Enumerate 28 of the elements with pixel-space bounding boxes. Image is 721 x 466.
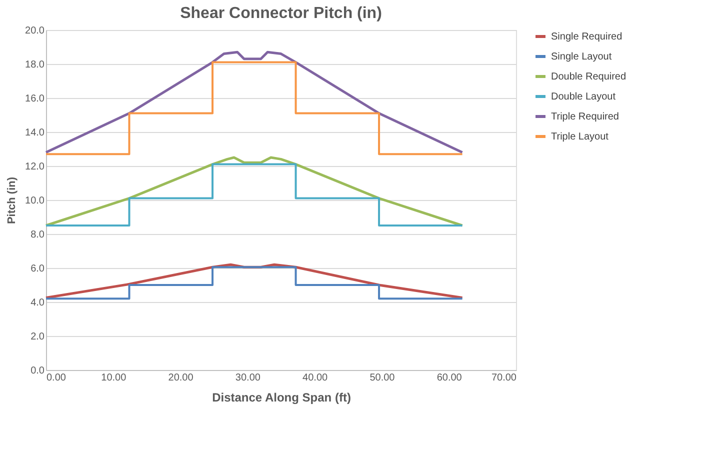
y-tick-label: 0.0 — [30, 366, 45, 376]
y-tick-label: 20.0 — [25, 26, 45, 36]
y-tick-label: 18.0 — [25, 60, 45, 70]
y-tick-label: 16.0 — [25, 94, 45, 104]
x-tick-label: 20.00 — [168, 372, 194, 384]
legend-label: Single Required — [551, 32, 622, 42]
legend-label: Triple Required — [551, 112, 619, 122]
chart-title: Shear Connector Pitch (in) — [180, 5, 382, 22]
x-tick-label: 70.00 — [491, 372, 517, 384]
x-tick-label: 60.00 — [436, 372, 462, 384]
y-axis-title: Pitch (in) — [6, 176, 18, 224]
x-tick-label: 40.00 — [302, 372, 328, 384]
y-tick-label: 12.0 — [25, 162, 45, 172]
legend-label: Single Layout — [551, 52, 612, 62]
y-tick-label: 14.0 — [25, 128, 45, 138]
y-tick-label: 4.0 — [30, 298, 45, 308]
legend-label: Double Required — [551, 72, 626, 82]
x-axis-title: Distance Along Span (ft) — [212, 390, 351, 404]
x-tick-label: 50.00 — [370, 372, 396, 384]
legend-label: Double Layout — [551, 92, 616, 102]
y-tick-label: 2.0 — [30, 332, 45, 342]
x-tick-label: 0.00 — [46, 372, 66, 384]
y-tick-label: 6.0 — [30, 264, 45, 274]
legend-label: Triple Layout — [551, 132, 609, 142]
x-tick-label: 30.00 — [235, 372, 261, 384]
x-tick-label: 10.00 — [101, 372, 127, 384]
y-tick-label: 10.0 — [25, 196, 45, 206]
y-tick-label: 8.0 — [30, 230, 45, 240]
